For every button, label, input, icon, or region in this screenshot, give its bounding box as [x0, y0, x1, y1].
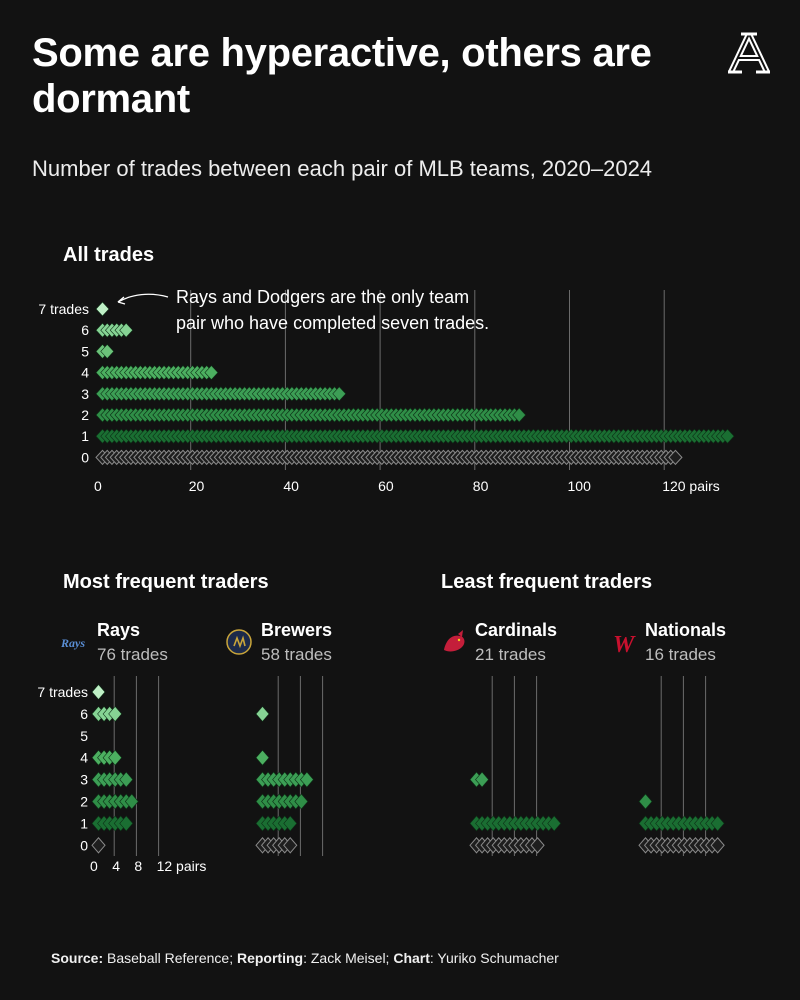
x-tick-label: 120 pairs: [662, 478, 720, 494]
team-trade-total: 16 trades: [645, 645, 716, 664]
row-label: 2: [80, 794, 88, 810]
x-tick-label: 60: [378, 478, 394, 494]
source-text: Baseball Reference;: [103, 950, 237, 966]
row-label: 1: [80, 815, 88, 831]
nationals-logo-icon: W: [613, 632, 636, 658]
row-label: 1: [81, 428, 89, 444]
team-name: Brewers: [261, 620, 332, 640]
x-tick-label: 8: [134, 858, 142, 874]
pair-mark: [204, 365, 219, 381]
chart-subtitle: Number of trades between each pair of ML…: [32, 156, 653, 181]
row-label: 5: [80, 728, 88, 744]
row-label: 6: [81, 322, 89, 338]
pair-mark: [119, 322, 134, 338]
dot-marks: [95, 301, 735, 466]
annotation-line-2: pair who have completed seven trades.: [176, 313, 489, 333]
row-label: 5: [81, 343, 89, 359]
pair-mark: [124, 793, 139, 810]
row-label: 0: [80, 837, 88, 853]
svg-text:W: W: [613, 632, 636, 658]
chart-credit-text: : Yuriko Schumacher: [429, 950, 559, 966]
team-name: Nationals: [645, 620, 726, 640]
team-trade-total: 21 trades: [475, 645, 546, 664]
x-axis-ticks: 0 20 40 60 80 100 120 pairs: [94, 478, 720, 494]
pair-mark: [283, 837, 298, 854]
x-tick-label: 0: [90, 858, 98, 874]
pair-mark: [530, 837, 545, 854]
x-tick-label: 12 pairs: [157, 858, 207, 874]
pair-mark: [294, 793, 309, 810]
panel-nationals: [638, 676, 725, 856]
row-label: 3: [80, 772, 88, 788]
chart-title: Some are hyperactive, others are dormant: [32, 31, 652, 121]
annotation-arrow: [117, 293, 169, 303]
reporting-text: : Zack Meisel;: [303, 950, 394, 966]
pair-mark: [119, 815, 134, 832]
athletic-logo-icon: [728, 32, 770, 74]
pair-mark: [512, 407, 527, 423]
row-label: 0: [81, 449, 89, 465]
team-name: Cardinals: [475, 620, 557, 640]
x-tick-label: 100: [568, 478, 592, 494]
least-frequent-heading: Least frequent traders: [441, 571, 652, 593]
pair-mark: [108, 705, 123, 722]
pair-mark: [91, 684, 106, 700]
row-label: 4: [81, 365, 89, 381]
pair-mark: [475, 771, 489, 788]
brewers-logo-icon: [226, 629, 252, 655]
pair-mark: [547, 815, 562, 832]
x-tick-label: 80: [473, 478, 489, 494]
pair-mark: [91, 837, 106, 854]
team-trade-total: 58 trades: [261, 645, 332, 664]
x-tick-label: 4: [112, 858, 120, 874]
annotation-arrowhead: [117, 296, 126, 305]
panel-cardinals: [469, 676, 562, 856]
all-trades-heading: All trades: [63, 244, 154, 266]
row-labels: 7 trades 6 5 4 3 2 1 0: [38, 301, 89, 465]
team-header-rays: Rays Rays 76 trades: [60, 620, 168, 664]
pair-mark: [300, 771, 314, 788]
pair-mark: [638, 793, 653, 810]
row-label: 7 trades: [38, 301, 89, 317]
team-header-brewers: Brewers 58 trades: [226, 620, 332, 664]
pair-mark: [710, 815, 725, 832]
annotation-line-1: Rays and Dodgers are the only team: [176, 287, 469, 307]
team-header-cardinals: Cardinals 21 trades: [444, 620, 557, 664]
chart-credit-label: Chart: [393, 950, 430, 966]
pair-mark: [710, 837, 725, 854]
source-label: Source:: [51, 950, 104, 966]
team-name: Rays: [97, 620, 140, 640]
cardinals-logo-icon: [444, 630, 465, 652]
pair-mark: [332, 386, 347, 402]
row-label: 7 trades: [37, 684, 88, 700]
svg-text:Rays: Rays: [60, 636, 85, 650]
pair-mark: [119, 771, 134, 788]
team-header-nationals: W Nationals 16 trades: [613, 620, 726, 664]
pair-mark: [668, 449, 683, 466]
pair-mark: [720, 428, 735, 444]
pair-mark: [108, 749, 123, 766]
row-label: 3: [81, 386, 89, 402]
most-frequent-heading: Most frequent traders: [63, 571, 269, 593]
reporting-label: Reporting: [236, 950, 304, 966]
row-label: 6: [80, 706, 88, 722]
pair-mark: [255, 705, 270, 722]
x-tick-label: 0: [94, 478, 102, 494]
x-tick-label: 20: [189, 478, 205, 494]
panel-brewers: [255, 676, 324, 856]
pair-mark: [283, 815, 298, 832]
pair-mark: [95, 301, 110, 317]
source-footer: Source: Baseball Reference; Reporting: Z…: [51, 950, 559, 966]
x-tick-label: 40: [283, 478, 299, 494]
row-label: 4: [80, 750, 88, 766]
rays-logo-icon: Rays: [60, 636, 85, 650]
pair-mark: [255, 749, 270, 766]
row-label: 2: [81, 407, 89, 423]
pair-mark: [100, 343, 115, 359]
team-trade-total: 76 trades: [97, 645, 168, 664]
panel-all-trades: All trades 7 trades 6 5 4 3 2 1 0 0 20 40 60 80 100 1…: [38, 244, 735, 494]
